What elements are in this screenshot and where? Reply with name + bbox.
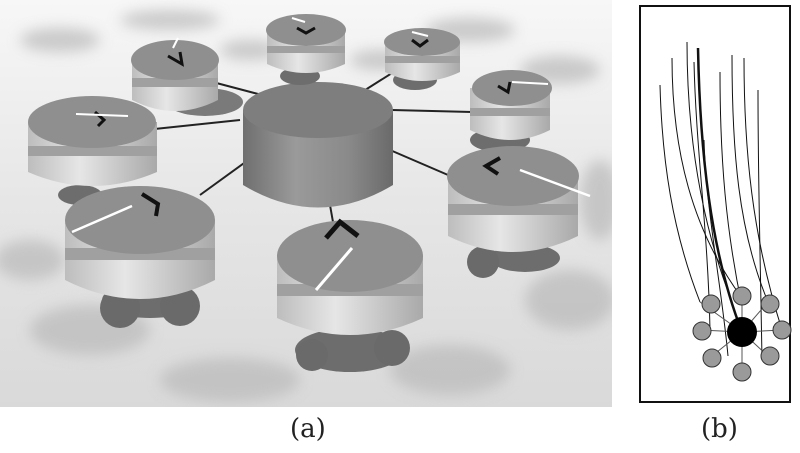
robot-marker [760, 294, 780, 314]
robot-marker [692, 321, 712, 341]
panel-a-caption: (a) [290, 414, 326, 444]
robot-2 [266, 14, 346, 85]
plot-frame [639, 5, 791, 403]
center-object-marker [727, 317, 757, 347]
robot-7 [65, 186, 215, 328]
panel-b-caption: (b) [701, 414, 738, 444]
center-object [243, 82, 393, 208]
robot-marker [772, 320, 792, 340]
robot-marker [702, 348, 722, 368]
robot-marker [732, 362, 752, 382]
robot-8 [277, 218, 423, 372]
robot-6 [447, 146, 591, 278]
floor-shadow-pattern [0, 10, 612, 402]
robot-marker [701, 294, 721, 314]
robot-marker [760, 346, 780, 366]
robot-marker [732, 286, 752, 306]
center-trajectory [696, 47, 744, 333]
robot-markers [692, 286, 792, 382]
robot-5 [28, 96, 157, 205]
robot-1 [131, 37, 243, 116]
trajectory-plot [639, 5, 792, 403]
simulation-scene [0, 0, 612, 407]
robot-3 [384, 28, 460, 90]
robot-4 [470, 70, 552, 152]
